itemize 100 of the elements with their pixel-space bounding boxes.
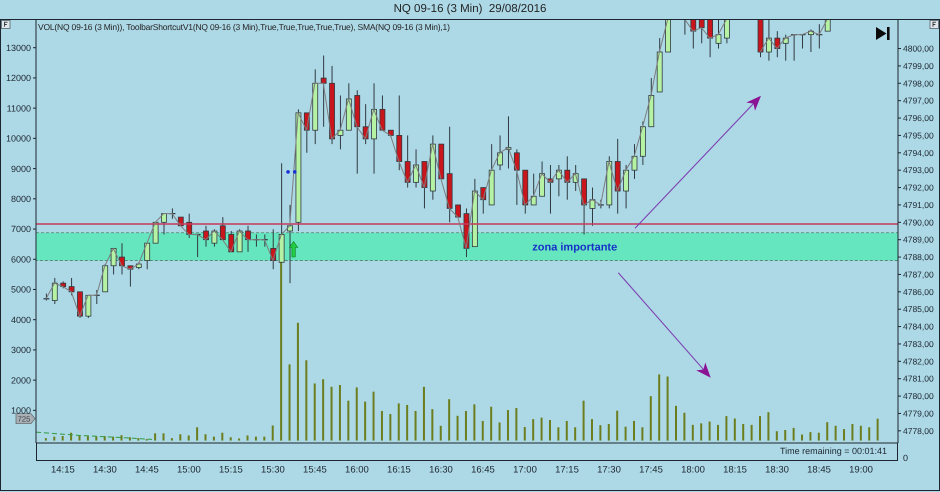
y-tick-label: 3000 bbox=[10, 345, 31, 356]
bar bbox=[725, 416, 728, 441]
candlestick bbox=[119, 242, 125, 275]
candlestick bbox=[236, 228, 243, 252]
bar bbox=[204, 434, 207, 441]
bar bbox=[120, 435, 122, 441]
y-tick-label: 7000 bbox=[10, 224, 31, 234]
y2-tick-label: 4798,00 bbox=[903, 78, 934, 88]
y2-tick-label: 4790,00 bbox=[903, 217, 934, 228]
bar bbox=[692, 424, 694, 441]
bar bbox=[632, 420, 635, 441]
bar bbox=[482, 420, 484, 441]
bar bbox=[801, 434, 804, 441]
bar bbox=[759, 416, 762, 441]
x-tick-label: 18:30 bbox=[765, 464, 789, 476]
bar bbox=[305, 360, 308, 441]
y2-tick-label: 4795,00 bbox=[903, 130, 934, 140]
bar bbox=[431, 409, 434, 441]
bar bbox=[372, 392, 375, 441]
candlestick bbox=[766, 19, 772, 62]
bar bbox=[322, 379, 324, 441]
y-tick-label: 2000 bbox=[10, 375, 31, 386]
candlestick bbox=[824, 19, 831, 32]
bar bbox=[515, 408, 518, 441]
y-tick-label: 6000 bbox=[10, 254, 31, 264]
bar bbox=[582, 400, 585, 441]
bar bbox=[851, 424, 854, 441]
bar bbox=[406, 404, 408, 441]
y-tick-label: 1000 bbox=[10, 406, 31, 416]
bar bbox=[557, 427, 560, 441]
bar bbox=[246, 435, 249, 441]
bar bbox=[784, 430, 786, 441]
bar bbox=[624, 426, 627, 441]
bar bbox=[776, 431, 778, 441]
bar bbox=[860, 426, 862, 441]
bar bbox=[540, 418, 543, 441]
candlestick bbox=[245, 225, 251, 252]
y2-tick-label: 4786,00 bbox=[903, 286, 934, 297]
bar bbox=[440, 426, 442, 441]
x-tick-label: 15:30 bbox=[261, 464, 285, 476]
y2-tick-label: 4784,00 bbox=[903, 322, 934, 332]
bar bbox=[566, 420, 568, 441]
candlestick bbox=[338, 94, 344, 150]
bar bbox=[196, 427, 198, 441]
bar bbox=[464, 410, 467, 441]
x-tick-label: 17:15 bbox=[555, 464, 579, 476]
x-tick-label: 14:45 bbox=[135, 464, 159, 476]
bar bbox=[188, 435, 190, 441]
bar bbox=[767, 412, 770, 441]
bar bbox=[398, 403, 400, 441]
bar bbox=[53, 436, 56, 441]
bar bbox=[868, 427, 870, 441]
bar bbox=[590, 419, 593, 441]
x-tick-label: 16:00 bbox=[345, 464, 369, 476]
x-tick-label: 18:15 bbox=[723, 464, 747, 476]
bar bbox=[422, 386, 425, 441]
bar bbox=[498, 422, 501, 441]
bar bbox=[456, 416, 459, 441]
x-tick-label: 17:45 bbox=[639, 464, 663, 476]
y-tick-label: 12000 bbox=[6, 73, 31, 84]
bar bbox=[650, 396, 652, 441]
candlestick bbox=[320, 54, 327, 128]
bar bbox=[708, 422, 711, 441]
bar bbox=[137, 438, 140, 441]
bar bbox=[506, 410, 509, 441]
y-tick-label: 4000 bbox=[10, 314, 31, 325]
bar bbox=[389, 414, 392, 441]
bar bbox=[62, 436, 64, 441]
y2-tick-label: 4789,00 bbox=[903, 234, 934, 245]
bar bbox=[212, 436, 215, 441]
bar bbox=[338, 384, 341, 441]
bar bbox=[272, 425, 274, 441]
y2-tick-label: 4791,00 bbox=[903, 200, 934, 210]
y2-tick-label: 4800,00 bbox=[903, 44, 934, 54]
x-tick-label: 15:00 bbox=[177, 464, 201, 476]
bar bbox=[524, 426, 526, 441]
chart-subtitle: VOL(NQ 09-16 (3 Min)), ToolbarShortcutV1(NQ 09-16 (3 Min),True,True,True,True,True), SMA(NQ 09-16 (3 Min),1) bbox=[38, 22, 450, 32]
bar bbox=[818, 432, 820, 441]
text: 0 bbox=[903, 453, 908, 463]
bar bbox=[683, 412, 686, 441]
candlestick bbox=[514, 148, 520, 206]
bar bbox=[263, 436, 266, 441]
y-tick-label: 5000 bbox=[10, 284, 31, 295]
x-tick-label: 16:30 bbox=[429, 464, 453, 476]
y2-tick-label: 4787,00 bbox=[903, 269, 934, 280]
bar bbox=[473, 404, 476, 441]
candlestick bbox=[497, 134, 503, 171]
x-tick-label: 15:15 bbox=[219, 464, 243, 476]
candlestick bbox=[716, 19, 722, 50]
x-tick-label: 16:15 bbox=[387, 464, 411, 476]
bar bbox=[170, 438, 173, 441]
bar bbox=[792, 428, 795, 441]
x-tick-label: 14:15 bbox=[50, 464, 75, 476]
y-tick-label: 8000 bbox=[10, 194, 31, 204]
y2-tick-label: 4778,00 bbox=[903, 426, 934, 436]
x-tick-label: 17:00 bbox=[513, 464, 537, 476]
chart-title: NQ 09-16 (3 Min) 29/08/2016 bbox=[392, 3, 548, 15]
bar bbox=[490, 406, 492, 441]
bar bbox=[616, 410, 618, 441]
candlestick bbox=[623, 164, 629, 209]
